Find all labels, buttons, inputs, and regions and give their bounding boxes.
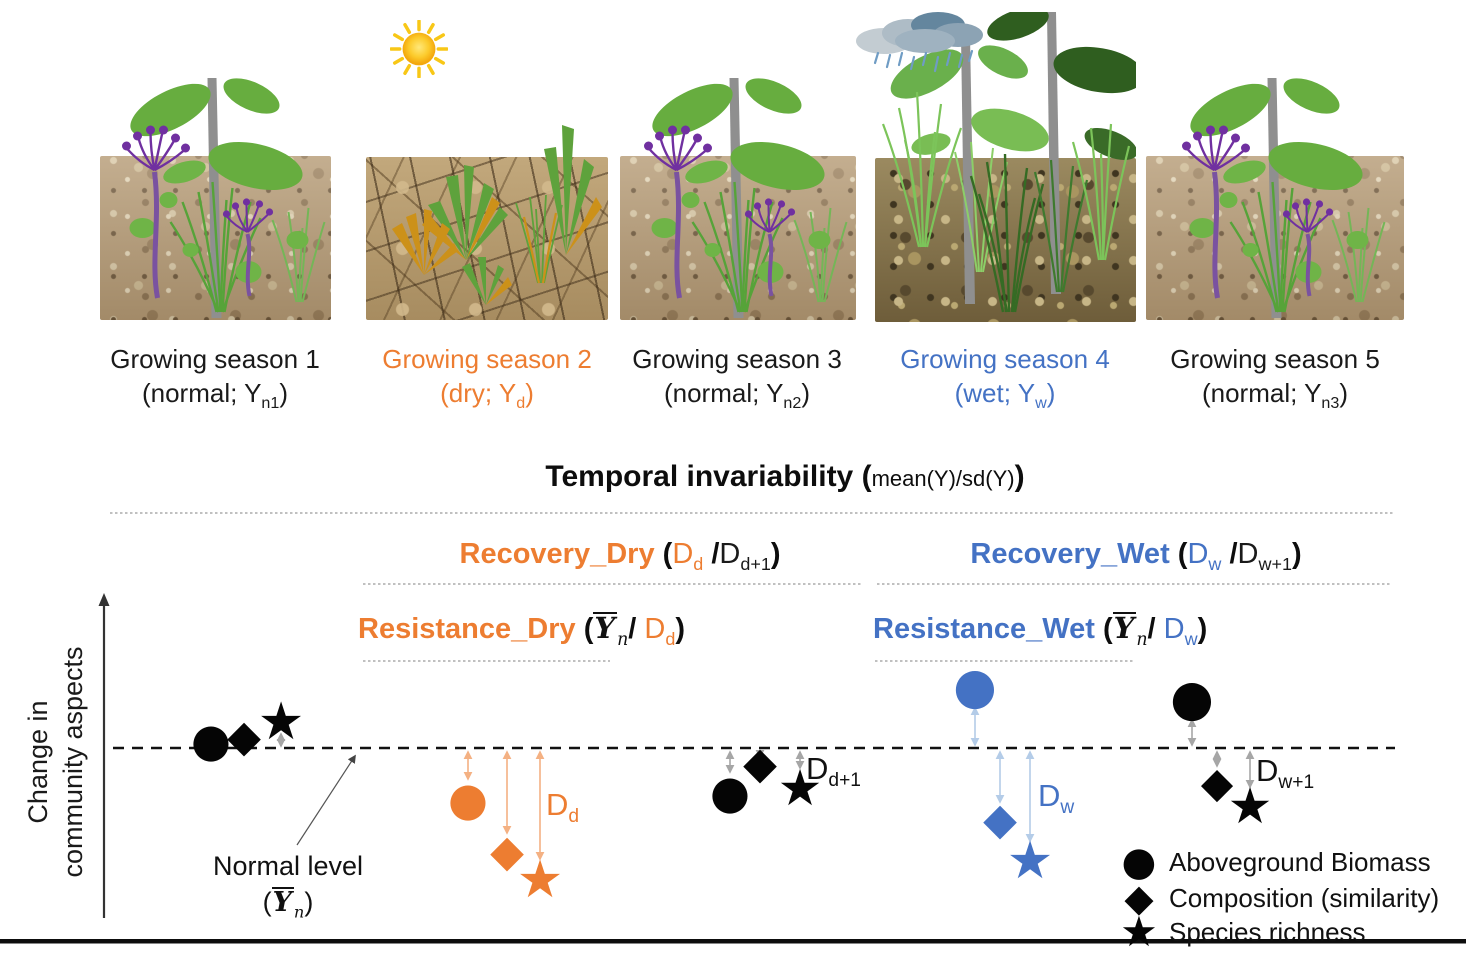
season4-biomass-marker: ● [953,657,997,715]
season-5-title: Growing season 5 [1170,344,1380,374]
season1-richness-marker: ★ [257,692,305,752]
season5-biomass-marker: ● [1170,669,1214,727]
season-4-caption: Growing season 4 (wet; Yw) [855,342,1155,411]
deviation-label-dd: Dd [546,787,580,828]
recovery-dry-header: Recovery_Dry (Dd /Dd+1) [459,538,781,574]
season5-richness-marker: ★ [1227,777,1273,835]
resistance-dry-header: Resistance_Dry (Y n/ Dd) [358,611,686,650]
season4-richness-marker: ★ [1006,831,1054,891]
legend-item-richness: ★ Species richness [1118,907,1366,953]
deviation-label-dw1: Dw+1 [1256,753,1315,794]
season1-biomass-marker: ● [190,713,232,767]
legend-label-biomass: Aboveground Biomass [1169,846,1431,877]
soil-photo-season-4 [875,158,1136,322]
legend-diamond-icon: ◆ [1124,876,1154,920]
season2-composition-marker: ◆ [490,826,524,877]
season-2-title: Growing season 2 [382,344,592,374]
legend-circle-icon: ● [1121,839,1157,885]
season4-composition-marker: ◆ [983,794,1017,845]
temporal-invariability-title: Temporal invariability (mean(Y)/sd(Y)) [545,460,1025,493]
season-1-caption: Growing season 1 (normal; Yn1) [65,342,365,411]
normal-level-leader-arrow [296,754,356,846]
deviation-label-dw: Dw [1038,778,1075,819]
season3-composition-marker: ◆ [743,738,777,789]
season2-biomass-marker: ● [447,772,489,826]
season-5-caption: Growing season 5 (normal; Yn3) [1125,342,1425,411]
season-3-caption: Growing season 3 (normal; Yn2) [587,342,887,411]
season-3-title: Growing season 3 [632,344,842,374]
season3-biomass-marker: ● [709,765,751,819]
y-axis-label: Change in community aspects [23,646,88,878]
legend-star-icon: ★ [1120,907,1158,953]
legend-item-biomass: ● Aboveground Biomass [1118,839,1431,885]
figure-bottom-rule [0,939,1466,944]
resistance-wet-header: Resistance_Wet (Y n/ Dw) [873,611,1208,650]
season1-composition-marker: ◆ [227,711,261,762]
deviation-label-dd1: Dd+1 [806,751,861,792]
season-4-title: Growing season 4 [900,344,1110,374]
normal-level-annotation: Normal level (Y n) [212,851,364,922]
legend-label-richness: Species richness [1169,916,1366,947]
season3-richness-marker: ★ [777,759,823,817]
recovery-wet-header: Recovery_Wet (Dw /Dw+1) [970,538,1302,574]
season5-composition-marker: ◆ [1200,758,1234,807]
y-axis-arrowhead [98,593,110,606]
season-2-caption: Growing season 2 (dry; Yd) [337,342,637,411]
season2-richness-marker: ★ [516,850,564,910]
legend-label-composition: Composition (similarity) [1169,882,1440,913]
season-1-title: Growing season 1 [110,344,320,374]
legend-item-composition: ◆ Composition (similarity) [1118,876,1440,920]
